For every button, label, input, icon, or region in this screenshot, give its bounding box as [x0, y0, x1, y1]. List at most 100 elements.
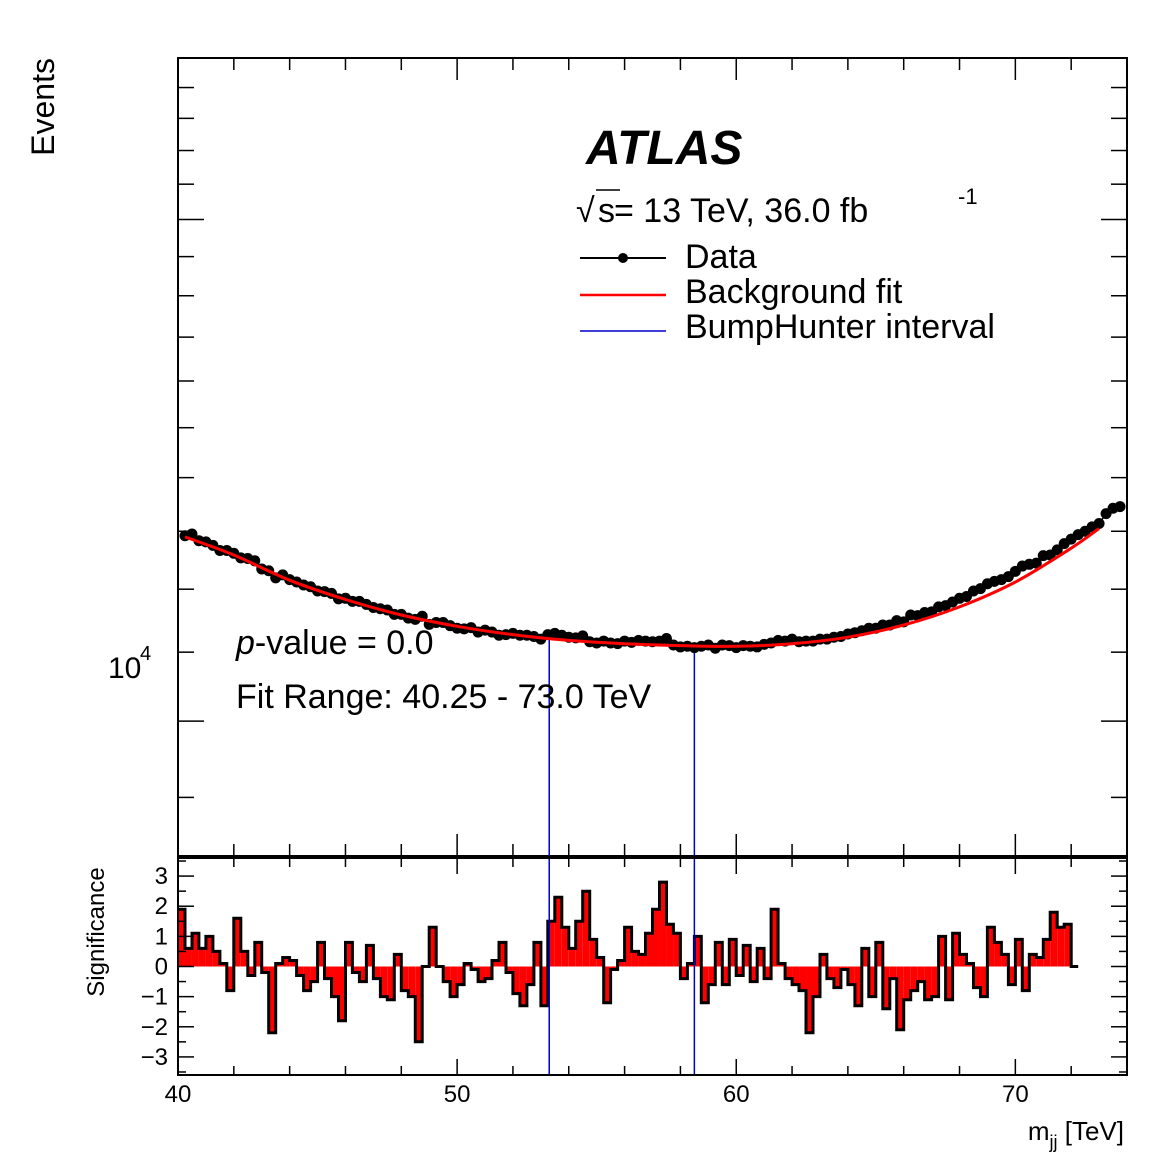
- significance-bar: [854, 966, 862, 1006]
- significance-bar: [205, 936, 213, 967]
- significance-axis-ticks: [177, 858, 1128, 1075]
- x-tick-labels: 40 50 60 70: [165, 1081, 1029, 1108]
- y-axis-label: Events: [25, 58, 61, 156]
- significance-y-tick-labels: 3 2 1 0 −1 −2 −3: [141, 863, 168, 1071]
- significance-bar: [826, 966, 834, 979]
- significance-bar: [310, 966, 318, 982]
- significance-bar: [178, 909, 185, 967]
- significance-bar: [352, 966, 360, 973]
- significance-bar: [882, 966, 890, 1009]
- significance-bar: [247, 966, 255, 976]
- significance-bar: [847, 966, 855, 985]
- significance-bar: [254, 942, 262, 967]
- sig-y-tick-label: −3: [141, 1044, 168, 1071]
- legend-entry-fit: Background fit: [580, 273, 903, 311]
- significance-bar: [743, 945, 751, 967]
- sig-y-tick-label: 0: [155, 954, 168, 981]
- significance-bar: [317, 942, 325, 967]
- background-fit-line: [184, 527, 1100, 648]
- significance-bar: [1036, 957, 1044, 967]
- significance-bar: [812, 966, 820, 997]
- significance-bar: [785, 966, 793, 979]
- legend-label-data: Data: [685, 238, 757, 276]
- significance-bar: [896, 966, 904, 1030]
- significance-bar: [1050, 912, 1058, 967]
- significance-bar: [624, 927, 632, 967]
- significance-bar: [1015, 939, 1023, 967]
- significance-bar: [889, 966, 897, 979]
- significance-bar: [289, 960, 297, 967]
- energy-lumi-label: √ s = 13 TeV, 36.0 fb -1: [576, 184, 978, 230]
- significance-bar: [764, 966, 772, 979]
- significance-bar: [547, 921, 555, 967]
- significance-bar: [184, 948, 192, 967]
- legend-label-interval: BumpHunter interval: [685, 308, 995, 346]
- significance-bar: [485, 966, 493, 979]
- significance-bar: [806, 966, 813, 1033]
- significance-bar: [505, 966, 513, 973]
- data-point: [1030, 557, 1042, 569]
- significance-bar: [736, 966, 744, 976]
- significance-bar: [512, 966, 520, 994]
- significance-bar: [338, 966, 346, 1021]
- significance-bar: [233, 918, 241, 967]
- significance-bar: [296, 966, 304, 976]
- significance-bar: [429, 927, 437, 967]
- significance-bar: [680, 966, 688, 979]
- significance-bar: [666, 924, 674, 967]
- significance-bar: [868, 966, 876, 997]
- significance-bar: [799, 966, 807, 991]
- x-axis-label: mjj [TeV]: [1028, 1116, 1124, 1152]
- legend-entry-interval: BumpHunter interval: [580, 308, 995, 346]
- significance-bar: [652, 909, 660, 967]
- significance-bar: [750, 966, 758, 982]
- pvalue-rest: -value = 0.0: [255, 624, 434, 662]
- significance-bar: [931, 966, 939, 997]
- sig-y-tick-label: −2: [141, 1014, 168, 1041]
- significance-bar: [366, 945, 374, 967]
- svg-text:p-value = 0.0: p-value = 0.0: [235, 624, 434, 662]
- significance-panel: 3 2 1 0 −1 −2 −3 40 50 60 70 Significance mjj [Te…: [83, 857, 1128, 1152]
- significance-bar: [1064, 924, 1072, 967]
- significance-bar: [708, 966, 716, 985]
- x-axis-label-sub: jj: [1049, 1132, 1058, 1152]
- energy-superscript: -1: [958, 184, 978, 209]
- main-frame: [177, 57, 1128, 857]
- main-panel: 10 4 Events ATLAS √ s = 13 TeV, 36.0 fb …: [25, 57, 1128, 857]
- significance-bar: [659, 882, 667, 967]
- significance-bar: [575, 921, 583, 967]
- significance-bar: [833, 966, 841, 988]
- significance-bar: [959, 954, 967, 967]
- significance-bar: [519, 966, 527, 1006]
- pvalue-label: p-value = 0.0: [235, 624, 434, 662]
- significance-bar: [443, 966, 451, 982]
- significance-bar: [191, 933, 199, 967]
- significance-bar: [415, 966, 423, 1042]
- sig-y-tick-label: 3: [155, 863, 168, 890]
- significance-bar: [457, 966, 465, 985]
- significance-bar: [861, 948, 869, 967]
- significance-bar: [1008, 966, 1016, 985]
- significance-bar: [938, 936, 946, 967]
- y-tick-label-1e4: 10 4: [108, 643, 151, 685]
- significance-bar: [1057, 927, 1065, 967]
- significance-bar: [401, 966, 409, 991]
- significance-bar: [568, 948, 576, 967]
- significance-bar: [924, 966, 932, 1000]
- significance-bar: [408, 966, 416, 997]
- significance-bar: [261, 966, 269, 973]
- significance-bar: [589, 939, 597, 967]
- significance-bar: [645, 933, 653, 967]
- significance-bar: [1022, 966, 1030, 991]
- main-axis-ticks: [177, 58, 1128, 856]
- atlas-label: ATLAS: [585, 122, 742, 175]
- significance-bar: [596, 957, 604, 967]
- fit-range-label: Fit Range: 40.25 - 73.0 TeV: [236, 678, 652, 716]
- significance-bar: [910, 966, 918, 991]
- significance-bar: [282, 957, 290, 967]
- x-axis-label-unit: [TeV]: [1058, 1116, 1124, 1146]
- energy-text: = 13 TeV, 36.0 fb: [614, 192, 868, 230]
- significance-bar: [917, 966, 925, 982]
- significance-bar: [226, 966, 234, 991]
- significance-bar: [359, 966, 367, 982]
